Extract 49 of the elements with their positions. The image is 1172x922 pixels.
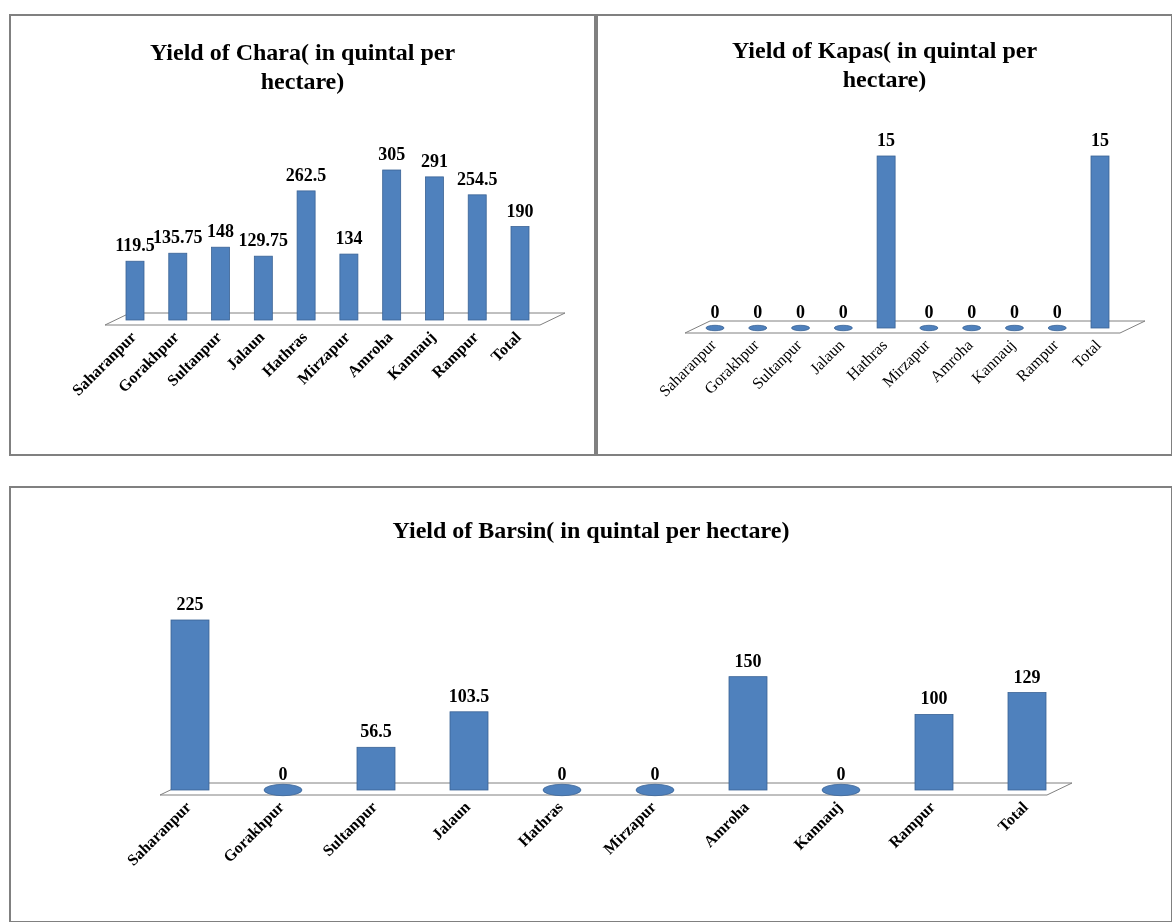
bar bbox=[449, 711, 489, 791]
data-label: 134 bbox=[335, 228, 363, 249]
bar bbox=[168, 252, 188, 321]
bar bbox=[425, 176, 444, 321]
bar bbox=[356, 746, 396, 791]
data-label: 0 bbox=[278, 764, 288, 784]
data-label: 129.75 bbox=[238, 230, 289, 251]
data-label: 56.5 bbox=[360, 721, 392, 742]
data-label: 135.75 bbox=[153, 227, 203, 248]
chart-title: Yield of Chara( in quintal per hectare) bbox=[149, 39, 456, 94]
chart-title: Yield of Kapas( in quintal per hectare) bbox=[731, 37, 1038, 92]
bar bbox=[170, 619, 210, 791]
data-label: 291 bbox=[420, 150, 448, 171]
data-label: 0 bbox=[753, 302, 763, 322]
data-label: 0 bbox=[838, 302, 848, 322]
data-label: 262.5 bbox=[285, 164, 327, 185]
data-label: 0 bbox=[924, 302, 934, 322]
bar bbox=[125, 260, 145, 321]
bar bbox=[914, 714, 954, 791]
data-label: 129 bbox=[1013, 666, 1041, 687]
data-label: 0 bbox=[1052, 302, 1062, 322]
chart-title: Yield of Barsin( in quintal per hectare) bbox=[392, 517, 790, 543]
data-label: 0 bbox=[836, 764, 846, 784]
data-label: 0 bbox=[557, 764, 567, 784]
data-label: 225 bbox=[176, 594, 204, 614]
bar bbox=[339, 253, 359, 321]
data-label: 0 bbox=[710, 302, 720, 322]
data-label: 0 bbox=[650, 764, 660, 784]
bar bbox=[510, 226, 530, 321]
data-label: 103.5 bbox=[448, 685, 490, 706]
data-label: 0 bbox=[967, 302, 977, 322]
bar bbox=[728, 676, 768, 791]
data-label: 0 bbox=[1009, 302, 1019, 322]
bar bbox=[1007, 692, 1047, 791]
data-label: 148 bbox=[207, 221, 235, 242]
data-label: 190 bbox=[506, 200, 534, 221]
data-label: 100 bbox=[920, 688, 948, 709]
data-label: 15 bbox=[877, 130, 896, 150]
data-label: 254.5 bbox=[456, 168, 498, 189]
data-label: 150 bbox=[734, 650, 762, 671]
bar bbox=[253, 255, 273, 321]
bar bbox=[382, 169, 402, 321]
bar bbox=[296, 190, 316, 321]
data-label: 119.5 bbox=[115, 235, 155, 256]
data-label: 15 bbox=[1091, 130, 1109, 150]
data-label: 305 bbox=[378, 144, 406, 164]
bar bbox=[211, 246, 230, 321]
data-label: 0 bbox=[796, 302, 806, 322]
bar bbox=[467, 194, 487, 321]
